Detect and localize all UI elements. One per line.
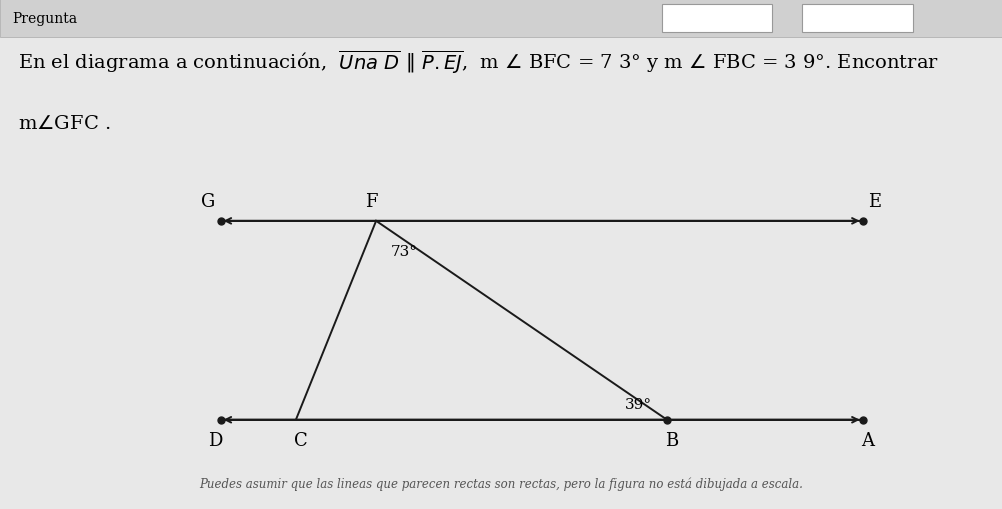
- Text: 39°: 39°: [624, 397, 651, 411]
- FancyBboxPatch shape: [0, 0, 1002, 38]
- Text: F: F: [365, 192, 377, 210]
- Text: m$\angle$GFC .: m$\angle$GFC .: [18, 115, 110, 132]
- Text: C: C: [294, 431, 308, 449]
- Text: D: D: [208, 431, 222, 449]
- Text: Puedes asumir que las lineas que parecen rectas son rectas, pero la figura no es: Puedes asumir que las lineas que parecen…: [199, 476, 803, 490]
- Text: 73°: 73°: [391, 244, 418, 258]
- Text: Pregunta: Pregunta: [12, 12, 77, 26]
- FancyBboxPatch shape: [661, 5, 772, 33]
- Text: B: B: [664, 431, 678, 449]
- Text: A: A: [861, 431, 873, 449]
- Text: En el diagrama a continuación,  $\overline{Una\ D}\ \|\ \overline{P.EJ}$,  m $\a: En el diagrama a continuación, $\overlin…: [18, 48, 938, 75]
- Text: E: E: [867, 192, 880, 210]
- FancyBboxPatch shape: [802, 5, 912, 33]
- Text: G: G: [201, 192, 215, 210]
